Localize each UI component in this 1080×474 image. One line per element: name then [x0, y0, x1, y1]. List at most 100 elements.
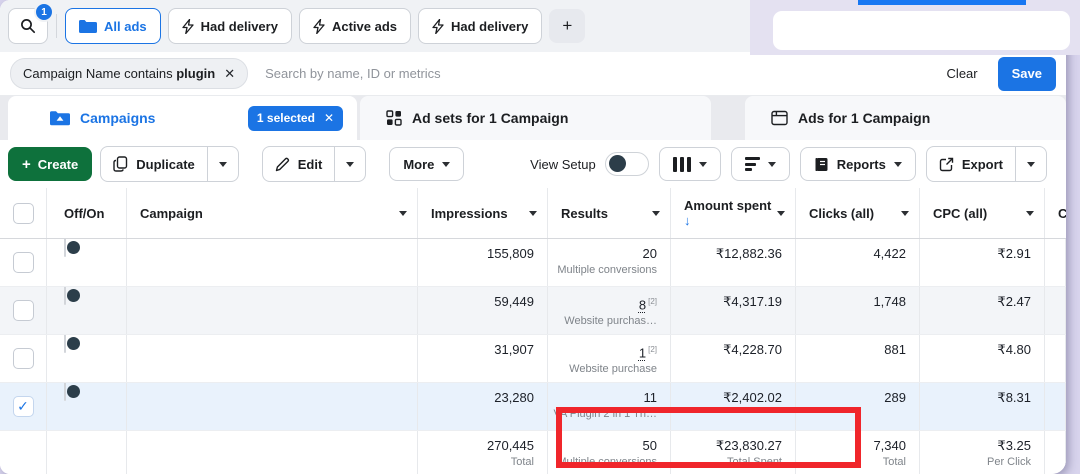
tab-campaigns[interactable]: Campaigns 1 selected: [8, 96, 357, 140]
cpc-cell: ₹8.31: [920, 383, 1045, 430]
tab-all-ads[interactable]: All ads: [65, 8, 161, 44]
column-menu-icon[interactable]: [777, 210, 785, 216]
column-menu-icon[interactable]: [901, 210, 909, 216]
ctr-cell: [1045, 383, 1066, 430]
save-filter-button[interactable]: Save: [997, 56, 1056, 91]
toolbar-right-group: View Setup Reports: [530, 146, 1047, 182]
results-cell: 8 [2] Website purchas…: [548, 287, 671, 334]
more-label: More: [403, 156, 435, 172]
column-header-cpc[interactable]: CPC (all): [920, 188, 1045, 238]
cpc-cell: ₹2.91: [920, 239, 1045, 286]
plus-icon: [22, 156, 31, 173]
impressions-cell: 59,449: [418, 287, 548, 334]
results-value[interactable]: 1: [638, 345, 647, 361]
results-type-label: Multiple conversions: [557, 264, 657, 276]
tab-ads[interactable]: Ads for 1 Campaign: [745, 96, 1066, 140]
export-dropdown-arrow[interactable]: [1015, 147, 1046, 181]
columns-icon: [672, 156, 691, 172]
view-setup-toggle[interactable]: [604, 152, 649, 176]
column-menu-icon[interactable]: [399, 210, 407, 216]
breakdown-button[interactable]: [730, 147, 790, 181]
chevron-down-icon: [346, 161, 355, 167]
cpc-cell: ₹2.47: [920, 287, 1045, 334]
impressions-cell: 31,907: [418, 335, 548, 382]
cpc-total-cell: ₹3.25 Per Click: [920, 431, 1045, 474]
tab-ads-label: Ads for 1 Campaign: [798, 110, 931, 126]
chevron-down-icon: [442, 161, 451, 167]
column-header-amount-spent[interactable]: Amount spent: [671, 188, 796, 238]
edit-split-button: Edit: [261, 146, 367, 182]
view-setup-label: View Setup: [530, 156, 596, 172]
create-label: Create: [37, 156, 79, 172]
column-menu-icon[interactable]: [1026, 210, 1034, 216]
row-checkbox-checked[interactable]: [12, 396, 34, 417]
total-label: Total: [510, 456, 534, 468]
tab-label: All ads: [104, 18, 147, 34]
add-tab-button[interactable]: [549, 9, 586, 43]
search-filters-button[interactable]: 1: [8, 2, 54, 44]
ctr-cell: [1045, 287, 1066, 334]
clicks-cell: 4,422: [796, 239, 920, 286]
table-header-row: Off/On Campaign Impressions Results Amou…: [0, 188, 1066, 239]
select-all-checkbox[interactable]: [12, 202, 34, 224]
results-type-label: Website purchas…: [564, 315, 657, 328]
campaign-toggle[interactable]: [64, 335, 66, 353]
ctr-cell: [1045, 239, 1066, 286]
campaign-name-cell: [127, 383, 418, 430]
columns-button[interactable]: [658, 147, 721, 181]
campaign-toggle[interactable]: [64, 383, 66, 401]
more-button[interactable]: More: [389, 147, 465, 181]
export-label: Export: [961, 156, 1003, 172]
tab-had-delivery-1[interactable]: Had delivery: [167, 8, 292, 44]
tab-label: Active ads: [331, 18, 397, 34]
tab-active-ads[interactable]: Active ads: [298, 8, 411, 44]
clicks-cell: 1,748: [796, 287, 920, 334]
tab-ad-sets[interactable]: Ad sets for 1 Campaign: [360, 96, 711, 140]
total-label: Per Click: [986, 456, 1031, 468]
folder-icon: [79, 19, 97, 33]
selected-count-badge[interactable]: 1 selected: [247, 105, 343, 131]
reports-button[interactable]: Reports: [799, 147, 916, 181]
edit-dropdown-arrow[interactable]: [334, 147, 365, 181]
campaign-toggle[interactable]: [64, 287, 66, 305]
row-checkbox[interactable]: [12, 252, 34, 273]
results-cell: 20 Multiple conversions: [548, 239, 671, 286]
tab-had-delivery-2[interactable]: Had delivery: [418, 8, 543, 44]
column-header-ctr[interactable]: CT: [1045, 188, 1066, 238]
sort-descending-icon: [684, 213, 771, 228]
clear-selection-icon[interactable]: [324, 111, 334, 125]
row-checkbox[interactable]: [12, 300, 34, 321]
search-icon: [21, 19, 36, 34]
column-header-clicks[interactable]: Clicks (all): [796, 188, 920, 238]
table-row[interactable]: 59,449 8 [2] Website purchas… ₹4,317.19 1…: [0, 287, 1066, 335]
results-value[interactable]: 8: [638, 297, 647, 313]
ctr-cell: [1045, 335, 1066, 382]
table-row[interactable]: 23,280 11 VA Plugin 2 in 1 Th… ₹2,402.02…: [0, 383, 1066, 431]
export-button[interactable]: Export: [927, 147, 1015, 181]
duplicate-label: Duplicate: [136, 156, 195, 172]
column-header-impressions[interactable]: Impressions: [418, 188, 548, 238]
search-input[interactable]: [263, 65, 947, 82]
campaign-toggle[interactable]: [64, 239, 66, 257]
tab-campaigns-label: Campaigns: [80, 110, 156, 126]
table-row[interactable]: 31,907 1 [2] Website purchase ₹4,228.70 8…: [0, 335, 1066, 383]
duplicate-icon: [113, 156, 128, 172]
filter-count-badge: 1: [34, 2, 54, 22]
create-button[interactable]: Create: [8, 147, 93, 181]
duplicate-dropdown-arrow[interactable]: [206, 147, 238, 181]
table-row[interactable]: 155,809 20 Multiple conversions ₹12,882.…: [0, 239, 1066, 287]
filter-pill-text: Campaign Name contains plugin: [23, 66, 216, 81]
row-checkbox[interactable]: [12, 348, 34, 369]
filter-pill-campaign-name[interactable]: Campaign Name contains plugin: [10, 58, 249, 89]
column-header-results[interactable]: Results: [548, 188, 671, 238]
duplicate-button[interactable]: Duplicate: [101, 147, 207, 181]
column-header-campaign[interactable]: Campaign: [127, 188, 418, 238]
ads-window-icon: [771, 110, 788, 126]
column-menu-icon[interactable]: [529, 210, 537, 216]
edit-button[interactable]: Edit: [263, 147, 335, 181]
column-header-off-on: Off/On: [64, 205, 105, 221]
column-menu-icon[interactable]: [652, 210, 660, 216]
clear-filters-button[interactable]: Clear: [946, 66, 978, 81]
remove-filter-icon[interactable]: [224, 66, 235, 82]
